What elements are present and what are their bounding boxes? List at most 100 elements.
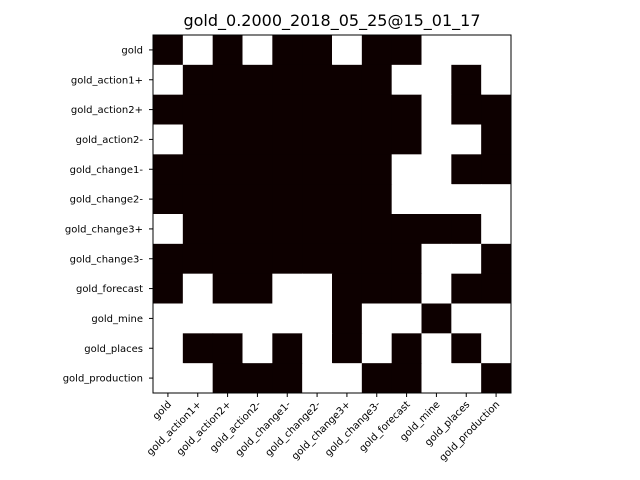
- heatmap-cell-r6-c10: [451, 214, 482, 245]
- heatmap-cell-r10-c10: [451, 333, 482, 364]
- heatmap-cell-r10-c0: [153, 333, 184, 364]
- y-tick-label: gold_action2+: [71, 105, 143, 116]
- heatmap-cell-r11-c0: [153, 363, 184, 394]
- heatmap-cell-r0-c5: [302, 35, 333, 66]
- heatmap-cell-r7-c5: [302, 243, 333, 275]
- y-tick-label: gold_change3+: [65, 224, 143, 235]
- heatmap-cell-r5-c5: [302, 184, 333, 215]
- heatmap-cell-r4-c11: [481, 154, 512, 185]
- heatmap-cell-r11-c6: [332, 363, 363, 394]
- heatmap-cell-r5-c10: [451, 184, 482, 215]
- heatmap-cell-r8-c3: [242, 273, 273, 304]
- heatmap-cell-r0-c4: [272, 35, 303, 66]
- heatmap-cell-r8-c1: [182, 273, 214, 304]
- heatmap-cell-r3-c7: [361, 124, 393, 155]
- heatmap-cell-r0-c11: [481, 35, 512, 66]
- heatmap-cell-r2-c1: [182, 94, 214, 125]
- heatmap-cell-r4-c10: [451, 154, 482, 185]
- heatmap-cell-r1-c2: [212, 64, 243, 96]
- heatmap-cell-r8-c4: [272, 273, 303, 304]
- heatmap-cell-r10-c3: [242, 333, 273, 364]
- heatmap-cell-r1-c8: [391, 64, 422, 96]
- heatmap-cell-r11-c8: [391, 363, 422, 394]
- heatmap-cell-r1-c11: [481, 64, 512, 96]
- heatmap-cell-r5-c7: [361, 184, 393, 215]
- heatmap-cell-r4-c2: [212, 154, 243, 185]
- heatmap-cell-r6-c6: [332, 214, 363, 245]
- heatmap-cell-r9-c3: [242, 303, 273, 334]
- y-tick-label: gold_mine: [91, 314, 143, 325]
- heatmap-cell-r0-c1: [182, 35, 214, 66]
- heatmap-cell-r2-c3: [242, 94, 273, 125]
- heatmap-cell-r11-c1: [182, 363, 214, 394]
- heatmap-cell-r4-c6: [332, 154, 363, 185]
- heatmap-cell-r5-c9: [421, 184, 452, 215]
- heatmap-cell-r3-c10: [451, 124, 482, 155]
- heatmap-cell-r7-c2: [212, 243, 243, 275]
- heatmap-cell-r10-c2: [212, 333, 243, 364]
- heatmap-cell-r7-c7: [361, 243, 393, 275]
- heatmap-cell-r8-c8: [391, 273, 422, 304]
- heatmap-cell-r6-c2: [212, 214, 243, 245]
- heatmap-cell-r1-c10: [451, 64, 482, 96]
- y-tick-label: gold_change2-: [70, 195, 144, 206]
- heatmap-cell-r11-c5: [302, 363, 333, 394]
- heatmap-cell-r9-c0: [153, 303, 184, 334]
- heatmap-cell-r5-c4: [272, 184, 303, 215]
- heatmap-cell-r10-c11: [481, 333, 512, 364]
- heatmap-cell-r11-c4: [272, 363, 303, 394]
- heatmap-cell-r9-c6: [332, 303, 363, 334]
- heatmap-cell-r11-c7: [361, 363, 393, 394]
- heatmap-cell-r9-c11: [481, 303, 512, 334]
- heatmap-cell-r0-c7: [361, 35, 393, 66]
- heatmap-cell-r4-c1: [182, 154, 214, 185]
- heatmap-cell-r8-c0: [153, 273, 184, 304]
- heatmap-cell-r5-c11: [481, 184, 512, 215]
- y-tick-label: gold_forecast: [76, 284, 143, 295]
- heatmap-cell-r3-c11: [481, 124, 512, 155]
- heatmap-cell-r2-c4: [272, 94, 303, 125]
- heatmap-cell-r1-c7: [361, 64, 393, 96]
- heatmap-cell-r3-c9: [421, 124, 452, 155]
- heatmap-cell-r6-c3: [242, 214, 273, 245]
- heatmap-cell-r11-c11: [481, 363, 512, 394]
- heatmap-cell-r9-c10: [451, 303, 482, 334]
- heatmap-cell-r0-c9: [421, 35, 452, 66]
- heatmap-cell-r9-c2: [212, 303, 243, 334]
- heatmap-cell-r2-c7: [361, 94, 393, 125]
- heatmap-cell-r7-c8: [391, 243, 422, 275]
- heatmap-cell-r7-c0: [153, 243, 184, 275]
- heatmap-cell-r8-c10: [451, 273, 482, 304]
- heatmap-cell-r5-c8: [391, 184, 422, 215]
- heatmap-cell-r2-c5: [302, 94, 333, 125]
- heatmap-cell-r4-c3: [242, 154, 273, 185]
- heatmap-cell-r5-c2: [212, 184, 243, 215]
- heatmap-cell-r4-c7: [361, 154, 393, 185]
- heatmap-cell-r9-c4: [272, 303, 303, 334]
- heatmap-cell-r11-c9: [421, 363, 452, 394]
- heatmap-cell-r9-c9: [421, 303, 452, 334]
- heatmap-cell-r2-c8: [391, 94, 422, 125]
- heatmap-cell-r6-c5: [302, 214, 333, 245]
- heatmap-cell-r2-c9: [421, 94, 452, 125]
- heatmap-cell-r11-c2: [212, 363, 243, 394]
- heatmap-cell-r7-c3: [242, 243, 273, 275]
- heatmap-cell-r1-c5: [302, 64, 333, 96]
- heatmap-cell-r9-c5: [302, 303, 333, 334]
- heatmap-cell-r3-c2: [212, 124, 243, 155]
- heatmap-cell-r11-c10: [451, 363, 482, 394]
- heatmap-cell-r10-c8: [391, 333, 422, 364]
- heatmap-cell-r4-c4: [272, 154, 303, 185]
- heatmap-cell-r3-c6: [332, 124, 363, 155]
- heatmap-cell-r8-c6: [332, 273, 363, 304]
- heatmap-cell-r9-c1: [182, 303, 214, 334]
- heatmap-cell-r10-c1: [182, 333, 214, 364]
- heatmap-cell-r6-c11: [481, 214, 512, 245]
- heatmap-cell-r10-c5: [302, 333, 333, 364]
- heatmap-cell-r3-c8: [391, 124, 422, 155]
- heatmap-cell-r1-c0: [153, 64, 184, 96]
- heatmap-cell-r6-c7: [361, 214, 393, 245]
- heatmap-cell-r9-c7: [361, 303, 393, 334]
- heatmap-cell-r1-c9: [421, 64, 452, 96]
- heatmap-cell-r7-c10: [451, 243, 482, 275]
